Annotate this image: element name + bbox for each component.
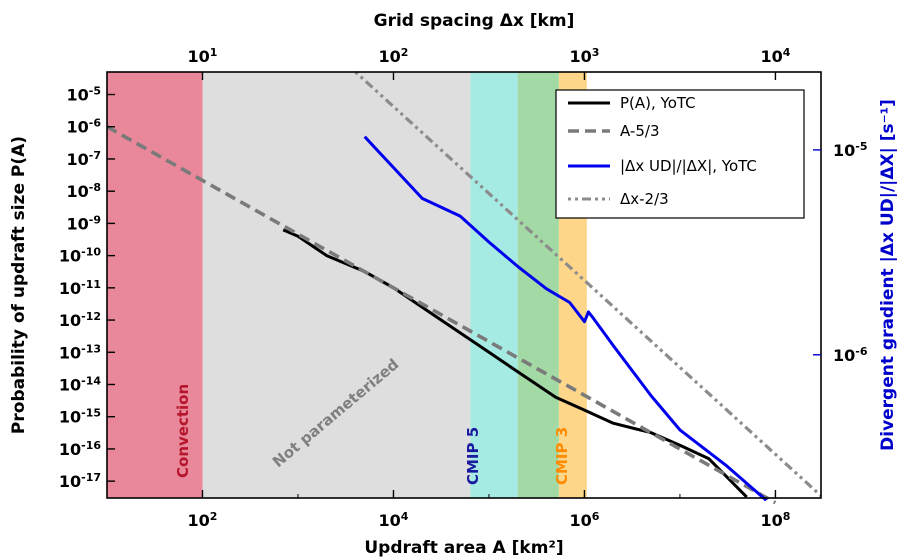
y-tick-label-4: 10-9 — [67, 213, 102, 233]
y2-tick-label-0: 10-5 — [833, 140, 868, 160]
band-label-0: Convection — [174, 384, 192, 478]
y-tick-label-1: 10-6 — [67, 117, 102, 137]
legend: P(A), YoTC A-5/3 |Δx UD|/|ΔX|, YoTC Δx-2/3 — [555, 89, 805, 219]
y-tick-label-7: 10-12 — [59, 310, 101, 330]
top-tick-label-2: 103 — [569, 46, 599, 66]
x-tick-label-3: 108 — [760, 510, 790, 530]
y-tick-label-5: 10-10 — [59, 246, 101, 266]
x-axis-title: Updraft area A [km²] — [364, 538, 563, 558]
axis-ticks: 102 104 106 108 101 102 103 104 10-5 10-6 10-7 10-8… — [59, 46, 868, 530]
y-tick-label-3: 10-8 — [67, 181, 102, 201]
y2-axis-title: Divergent gradient |Δx UD|/|ΔX| [s⁻¹] — [878, 99, 898, 451]
top-tick-label-3: 104 — [760, 46, 790, 66]
legend-label-2: |Δx UD|/|ΔX|, YoTC — [620, 157, 757, 175]
band-label-2: CMIP 5 — [464, 427, 482, 485]
band-0 — [107, 72, 203, 498]
y-tick-label-11: 10-16 — [59, 439, 101, 459]
band-label-4: CMIP 3 — [553, 427, 571, 485]
plot-frame — [106, 71, 822, 499]
y2-tick-label-1: 10-6 — [833, 345, 868, 365]
band-1 — [202, 72, 471, 498]
x-tick-label-0: 102 — [188, 510, 218, 530]
y-tick-label-12: 10-17 — [59, 471, 101, 491]
y-tick-label-8: 10-13 — [59, 342, 101, 362]
top-axis-title: Grid spacing Δx [km] — [374, 11, 575, 31]
band-2 — [470, 72, 518, 498]
series-lines — [106, 70, 823, 505]
y-tick-label-9: 10-14 — [59, 374, 101, 394]
y-tick-label-0: 10-5 — [67, 84, 102, 104]
y-tick-label-2: 10-7 — [67, 149, 102, 169]
top-tick-label-1: 102 — [379, 46, 409, 66]
legend-label-0: P(A), YoTC — [620, 94, 696, 112]
legend-box — [555, 89, 805, 219]
y-axis-title: Probability of updraft size P(A) — [9, 136, 29, 434]
x-tick-label-2: 106 — [569, 510, 599, 530]
y-tick-label-6: 10-11 — [59, 278, 101, 298]
series-line-3 — [354, 70, 823, 497]
legend-label-1: A-5/3 — [620, 122, 660, 140]
axis-titles: Updraft area A [km²] Grid spacing Δx [km]… — [9, 11, 898, 558]
band-3 — [517, 72, 559, 498]
y-tick-label-10: 10-15 — [59, 407, 101, 427]
series-line-1 — [106, 125, 777, 505]
top-tick-label-0: 101 — [188, 46, 218, 66]
range-bands — [107, 72, 587, 498]
legend-label-3: Δx-2/3 — [620, 190, 669, 208]
series-line-2 — [363, 135, 768, 502]
x-tick-label-1: 104 — [379, 510, 409, 530]
